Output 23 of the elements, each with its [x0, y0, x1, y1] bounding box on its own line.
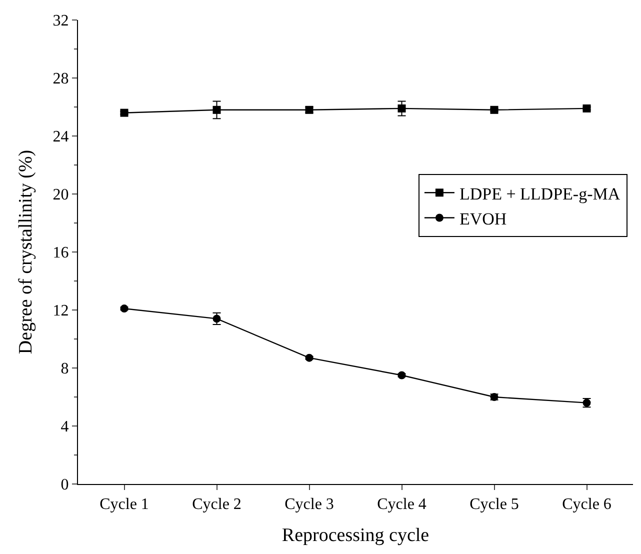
y-tick-label: 0: [60, 476, 69, 494]
legend-label: EVOH: [459, 209, 507, 228]
x-tick-label: Cycle 4: [377, 496, 426, 514]
y-tick-label: 12: [52, 302, 69, 320]
point: [212, 106, 221, 114]
y-tick-label: 20: [52, 186, 69, 204]
x-tick-label: Cycle 1: [100, 496, 149, 514]
y-tick-label: 24: [52, 128, 69, 146]
y-tick-label: 4: [60, 418, 69, 436]
point: [398, 104, 406, 112]
x-tick-label: Cycle 3: [284, 496, 334, 514]
legend-label: LDPE + LLDPE-g-MA: [459, 184, 621, 204]
y-tick-label: 16: [52, 244, 69, 262]
y-axis-title: Degree of crystallinity (%): [16, 150, 37, 354]
point: [120, 304, 128, 313]
y-tick-label: 8: [60, 360, 69, 378]
point: [582, 104, 591, 112]
x-axis-title: Reprocessing cycle: [282, 525, 430, 546]
x-tick-label: Cycle 5: [470, 496, 519, 514]
y-tick-label: 32: [52, 12, 69, 30]
y-tick-label: 28: [52, 70, 69, 88]
x-tick-label: Cycle 6: [562, 496, 612, 514]
x-tick-label: Cycle 2: [192, 496, 242, 514]
